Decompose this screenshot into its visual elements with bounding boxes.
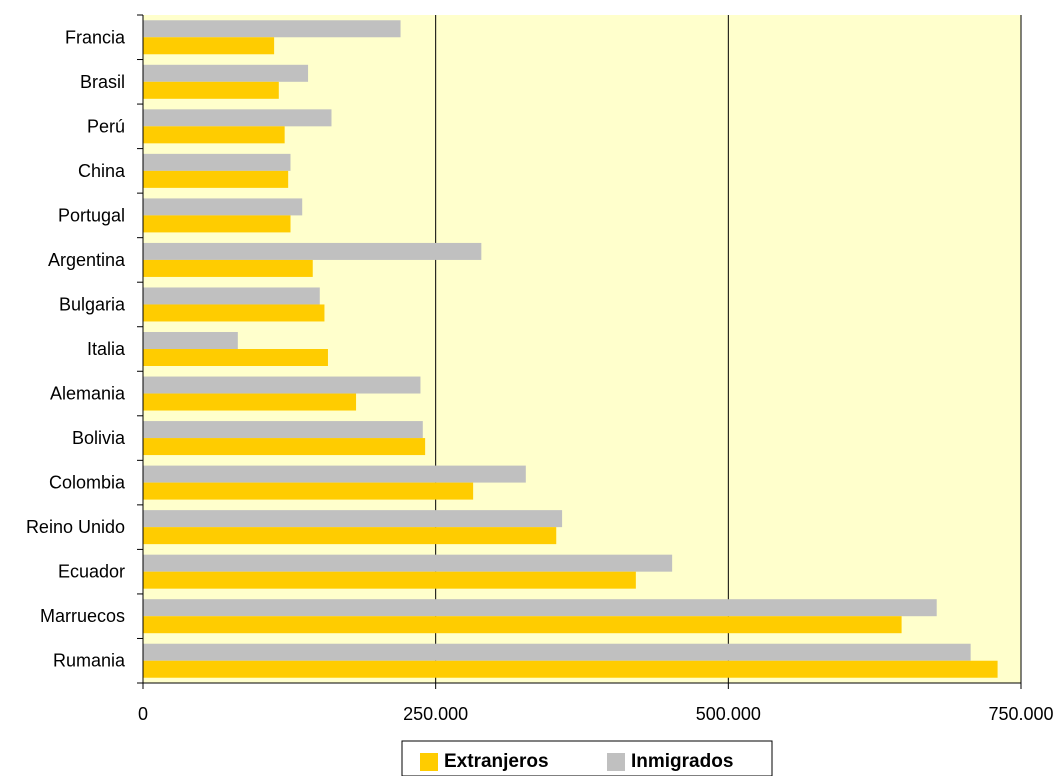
category-label: Bulgaria [59,294,126,314]
bar-extranjeros [143,482,474,500]
legend-swatch-extranjeros [420,753,438,771]
bar-inmigrados [143,198,303,216]
bar-inmigrados [143,64,309,82]
legend-label-extranjeros: Extranjeros [444,751,549,772]
category-label: Reino Unido [26,517,125,537]
bar-extranjeros [143,37,275,55]
category-label: Italia [87,339,126,359]
bar-extranjeros [143,527,557,545]
bar-extranjeros [143,259,313,277]
bar-inmigrados [143,599,937,617]
bar-inmigrados [143,510,563,528]
bar-inmigrados [143,376,421,394]
bars [143,20,998,678]
category-label: Marruecos [40,606,125,626]
category-label: Francia [65,27,126,47]
bar-extranjeros [143,616,902,634]
bar-extranjeros [143,438,426,456]
x-tick-label: 250.000 [403,704,468,724]
bar-inmigrados [143,153,291,171]
category-label: Bolivia [72,428,126,448]
bar-inmigrados [143,332,238,349]
bar-extranjeros [143,215,291,233]
category-label: Colombia [49,473,126,493]
bar-inmigrados [143,20,401,38]
category-label: China [78,161,126,181]
category-label: Brasil [80,72,125,92]
bar-inmigrados [143,643,971,661]
bar-extranjeros [143,126,285,144]
bar-extranjeros [143,393,357,411]
bar-extranjeros [143,170,289,188]
bar-extranjeros [143,660,998,678]
bar-extranjeros [143,571,636,589]
category-label: Portugal [58,205,125,225]
bar-inmigrados [143,554,673,572]
bar-inmigrados [143,287,320,305]
category-labels: Francia Brasil Perú China Portugal Argentina B… [26,27,126,670]
category-label: Perú [87,116,125,136]
bar-inmigrados [143,421,423,439]
bar-inmigrados [143,465,526,483]
bar-extranjeros [143,349,328,366]
bar-inmigrados [143,109,332,127]
category-label: Ecuador [58,562,125,582]
x-axis-ticks: 0 250.000 500.000 750.000 [138,683,1054,724]
bar-inmigrados [143,242,482,260]
bar-extranjeros [143,81,279,99]
x-tick-label: 0 [138,704,148,724]
legend-swatch-inmigrados [607,753,625,771]
x-tick-label: 750.000 [988,704,1053,724]
category-label: Alemania [50,384,126,404]
legend-box [401,740,773,777]
y-axis-ticks [137,14,143,684]
x-tick-label: 500.000 [696,704,761,724]
category-label: Rumania [53,651,126,671]
bar-extranjeros [143,304,325,322]
legend-label-inmigrados: Inmigrados [631,751,733,772]
legend: Extranjeros Inmigrados [401,740,773,777]
category-label: Argentina [48,250,126,270]
